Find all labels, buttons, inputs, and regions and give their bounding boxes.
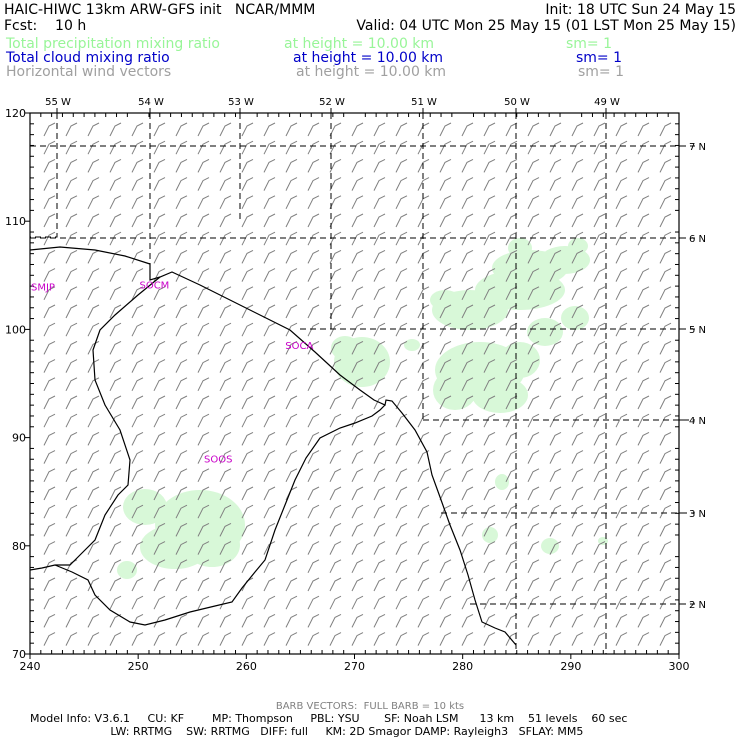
x-tick-label: 250 [128,660,149,673]
latitude-label: 3 N [689,509,706,520]
lat-lon-grid [30,113,695,654]
field-wind-sm: sm= 1 [578,64,625,80]
longitude-label: 55 W [45,97,71,108]
y-tick-label: 70 [12,648,26,661]
y-tick-label: 100 [5,323,26,336]
station-label-soca: SOCA [285,341,313,352]
longitude-label: 50 W [504,97,530,108]
x-tick-label: 270 [344,660,365,673]
latitude-label: 5 N [689,325,706,336]
station-label-smjp: SMJP [31,282,55,293]
field-cloud-name: Total cloud mixing ratio [6,50,170,66]
x-tick-label: 260 [236,660,257,673]
model-info-line2: LW: RRTMG SW: RRTMG DIFF: full KM: 2D Sm… [30,725,584,738]
coastline-borders [29,246,517,646]
plot-title: HAIC-HIWC 13km ARW-GFS init NCAR/MMM [4,2,316,18]
y-tick-label: 80 [12,540,26,553]
field-wind-name: Horizontal wind vectors [6,64,172,80]
field-precip-name: Total precipitation mixing ratio [6,36,220,52]
station-label-soos: SOOS [204,454,232,465]
x-tick-label: 240 [20,660,41,673]
x-tick-label: 300 [669,660,690,673]
latitude-label: 4 N [689,416,706,427]
field-precip-sm: sm= 1 [566,36,613,52]
field-wind-height: at height = 10.00 km [296,64,447,80]
wind-barbs [43,122,672,646]
field-precip-height: at height = 10.00 km [284,36,435,52]
model-info-line1: Model Info: V3.6.1 CU: KF MP: Thompson P… [30,712,628,725]
field-cloud-sm: sm= 1 [576,50,623,66]
y-tick-label: 110 [5,215,26,228]
field-cloud-height: at height = 10.00 km [293,50,444,66]
longitude-label: 51 W [411,97,437,108]
longitude-label: 52 W [319,97,345,108]
valid-time: Valid: 04 UTC Mon 25 May 15 (01 LST Mon … [356,18,736,34]
longitude-label: 49 W [594,97,620,108]
x-tick-label: 290 [560,660,581,673]
x-tick-label: 280 [452,660,473,673]
latitude-label: 7 N [689,142,706,153]
y-tick-label: 90 [12,432,26,445]
forecast-hour: Fcst: 10 h [4,18,87,34]
barb-legend: BARB VECTORS: FULL BARB = 10 kts [275,701,465,712]
init-time: Init: 18 UTC Sun 24 May 15 [545,2,736,18]
y-tick-label: 120 [5,107,26,120]
station-label-socm: SOCM [139,280,169,291]
latitude-label: 6 N [689,234,706,245]
longitude-label: 54 W [138,97,164,108]
latitude-label: 2 N [689,600,706,611]
longitude-label: 53 W [228,97,254,108]
